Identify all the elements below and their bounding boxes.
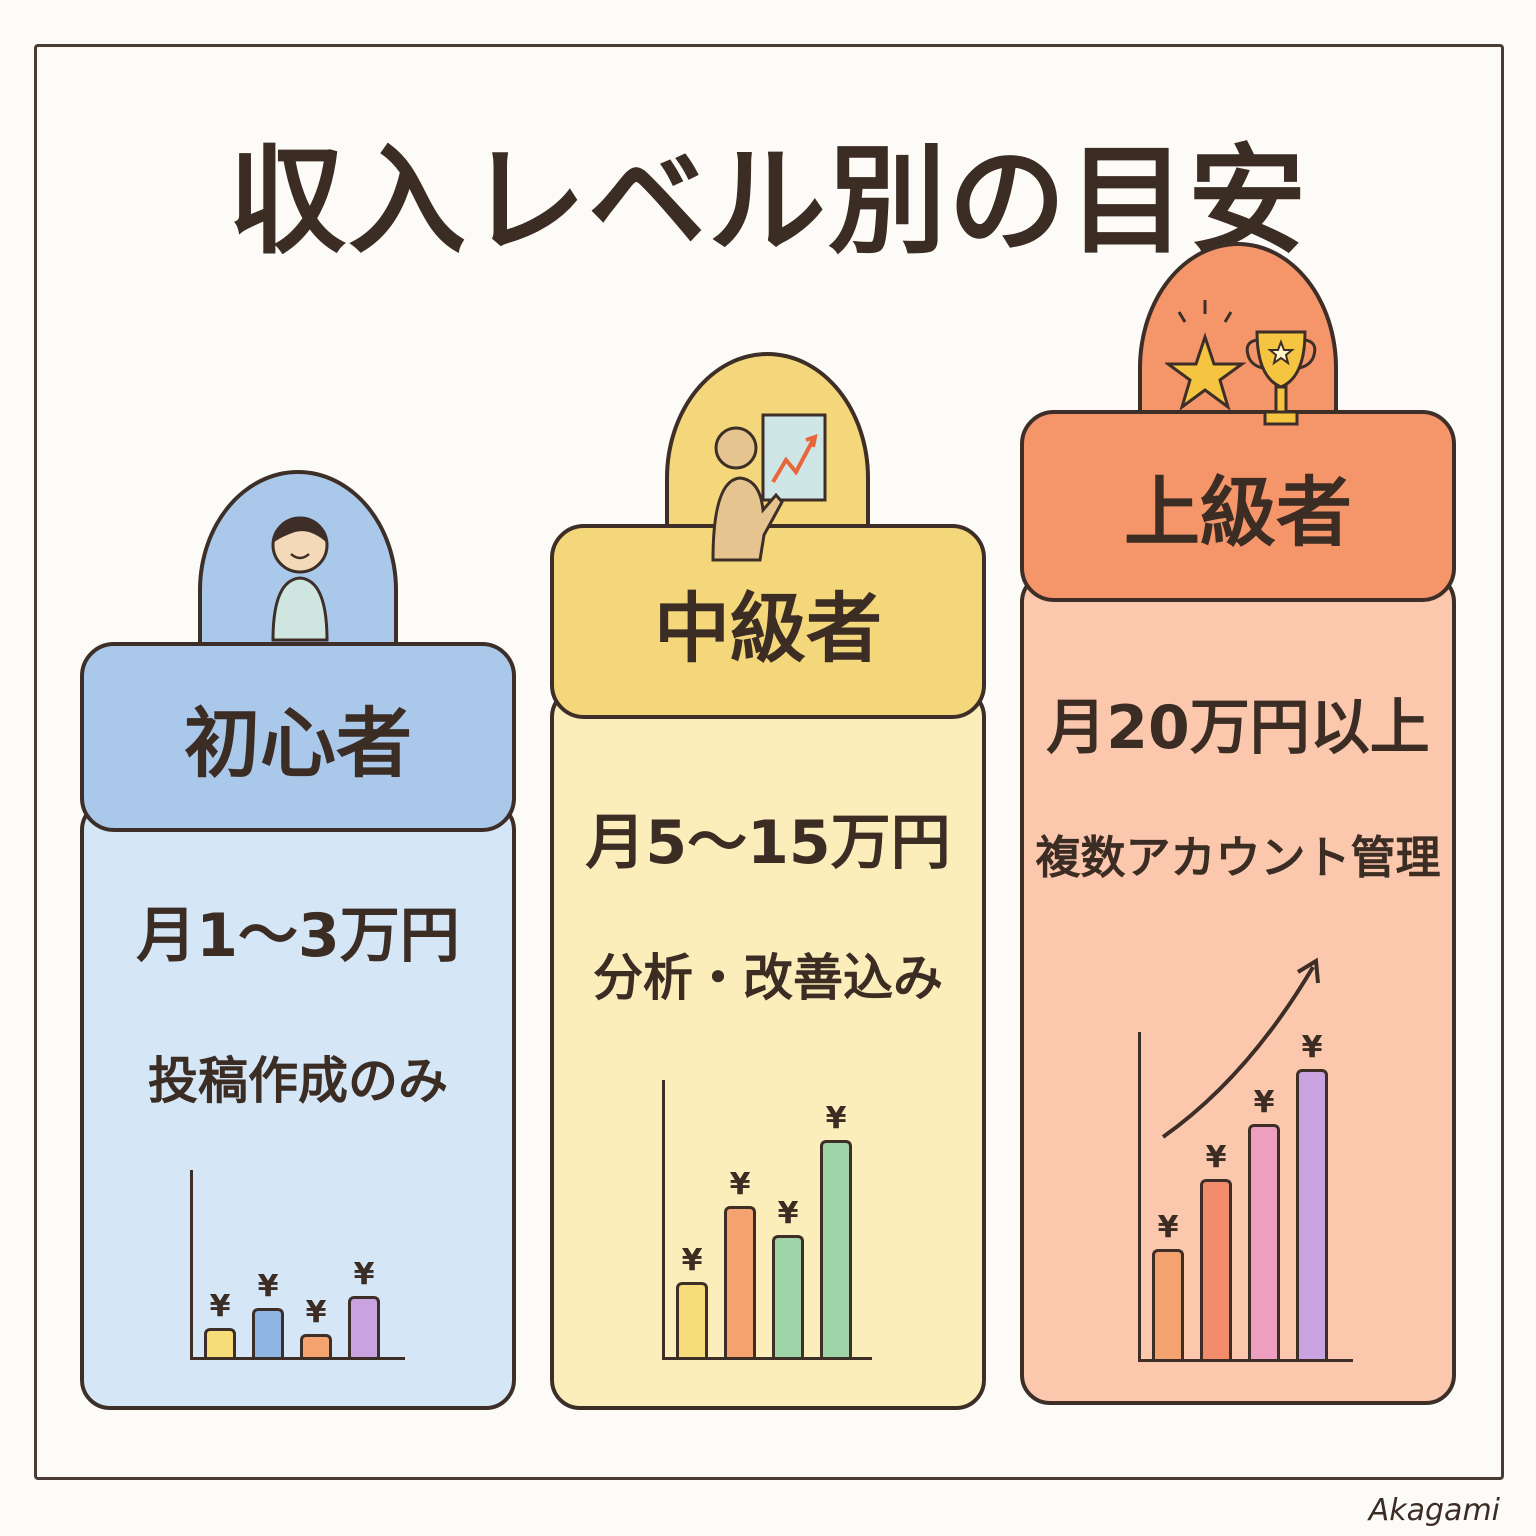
level-card-intermediate: 中級者 月5～15万円 分析・改善込み ¥ ¥ ¥ ¥ (550, 352, 986, 1410)
chart-bar (348, 1296, 380, 1357)
chart-x-axis (190, 1357, 405, 1360)
level-card-advanced: 上級者 月20万円以上 複数アカウント管理 ¥ ¥ ¥ ¥ (1020, 242, 1456, 1405)
yen-label: ¥ (681, 1242, 703, 1278)
chart-bar (772, 1235, 804, 1357)
mini-bar-chart: ¥ ¥ ¥ ¥ (1138, 957, 1353, 1362)
level-description: 投稿作成のみ (148, 1052, 448, 1110)
chart-bar (252, 1307, 284, 1357)
level-label: 上級者 (1124, 468, 1352, 557)
presenter-chart-icon (711, 413, 827, 562)
trend-arrow-icon (1161, 957, 1320, 1139)
yen-label: ¥ (1205, 1140, 1227, 1176)
card-body (80, 800, 516, 1410)
outer-frame (34, 44, 1504, 1480)
level-description: 分析・改善込み (593, 949, 943, 1007)
chart-y-axis (190, 1170, 193, 1360)
mini-bar-chart: ¥ ¥ ¥ ¥ (662, 1080, 872, 1360)
yen-label: ¥ (1253, 1085, 1275, 1121)
signature: Akagami (1368, 1493, 1500, 1528)
card-body (1020, 572, 1456, 1405)
chart-bar (204, 1328, 236, 1357)
chart-x-axis (662, 1357, 872, 1360)
yen-label: ¥ (209, 1289, 231, 1324)
yen-label: ¥ (729, 1167, 751, 1203)
yen-label: ¥ (305, 1294, 327, 1330)
chart-bar (1296, 1069, 1328, 1359)
income-range: 月20万円以上 (1046, 693, 1430, 763)
chart-y-axis (1138, 1032, 1141, 1362)
chart-bar (724, 1206, 756, 1357)
level-label: 初心者 (184, 699, 412, 788)
yen-label: ¥ (1301, 1030, 1323, 1065)
page-title: 収入レベル別の目安 (227, 132, 1308, 270)
chart-bar (820, 1139, 852, 1357)
chart-x-axis (1138, 1359, 1353, 1362)
chart-bar (676, 1281, 708, 1357)
yen-label: ¥ (353, 1257, 375, 1293)
person-icon (271, 516, 329, 642)
chart-bar (300, 1333, 332, 1357)
yen-label: ¥ (1157, 1209, 1179, 1245)
yen-label: ¥ (825, 1100, 847, 1136)
income-range: 月5～15万円 (585, 808, 951, 878)
chart-bar (1248, 1124, 1280, 1359)
yen-label: ¥ (257, 1268, 279, 1304)
chart-bar (1152, 1248, 1184, 1359)
level-card-beginner: 初心者 月1～3万円 投稿作成のみ ¥ ¥ ¥ ¥ (80, 470, 516, 1410)
card-header: 初心者 (80, 642, 516, 832)
mini-bar-chart: ¥ ¥ ¥ ¥ (190, 1170, 405, 1360)
chart-y-axis (662, 1080, 665, 1360)
level-description: 複数アカウント管理 (1035, 831, 1441, 884)
card-header: 上級者 (1020, 410, 1456, 602)
yen-label: ¥ (777, 1196, 799, 1232)
card-body (550, 687, 986, 1410)
level-label: 中級者 (654, 583, 882, 673)
chart-bar (1200, 1179, 1232, 1359)
star-trophy-icon (1165, 300, 1317, 426)
income-range: 月1～3万円 (136, 901, 460, 971)
